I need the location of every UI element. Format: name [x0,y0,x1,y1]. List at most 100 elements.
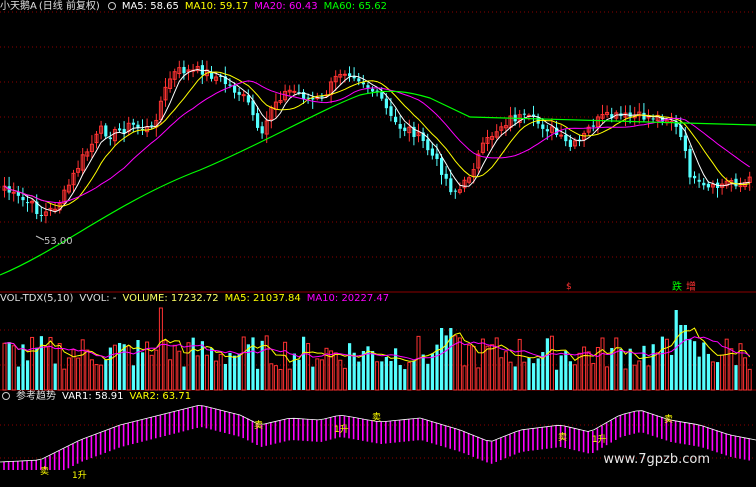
candle-body-down [104,125,108,137]
candle-body-up [158,100,163,121]
candle-body-up [195,66,200,72]
volume-bar-down [7,342,11,390]
settings-icon[interactable] [107,2,116,10]
volume-bar-up [646,365,651,391]
volume-bar-down [435,344,439,390]
volume-bar-up [467,344,472,391]
volume-bar-up [66,357,71,391]
candle-body-up [499,126,504,131]
volume-bar-up [499,357,504,391]
volume-bar-up [738,343,743,391]
vol-indicator-name[interactable]: VOL-TDX(5,10) [0,293,74,304]
candle-body-down [541,124,545,129]
volume-bar-up [480,338,485,391]
volume-bar-down [53,363,57,390]
candle-body-down [389,106,393,116]
volume-bar-up [324,347,329,391]
candle-body-down [453,190,457,192]
candle-body-down [380,91,384,99]
var1-label: VAR1: 58.91 [62,391,124,402]
candle-body-down [610,114,614,119]
volume-bar-up [264,335,269,391]
volume-bar-up [80,339,85,391]
ma5-line [4,68,750,213]
volume-bar-up [743,357,748,391]
volume-bar-down [706,353,710,390]
ma20-line [4,80,750,204]
candle-body-up [600,114,605,119]
ma60-label: MA60: 65.62 [323,1,387,12]
candle-body-up [11,191,16,194]
volume-bar-down [39,336,43,390]
volume-bar-down [527,357,531,390]
candle-body-up [462,179,467,189]
volume-bar-down [136,340,140,390]
volume-bar-down [384,356,388,390]
volume-bar-up [71,349,76,391]
volume-bar-up [2,342,7,391]
candle-body-down [578,139,582,141]
volume-bar-down [697,356,701,390]
candle-body-down [371,88,375,92]
volume-bar-down [619,348,623,390]
volume-bar-down [251,337,255,390]
sell-signal-marker: 卖 [558,432,567,443]
candle-body-down [246,95,250,103]
period-mode: (日线 前复权) [38,1,100,12]
candle-body-up [605,111,610,116]
rise-marker: 增 [686,280,696,293]
volume-bar-down [292,353,296,390]
candle-body-down [522,113,526,115]
candle-body-up [163,86,168,101]
candle-body-down [564,134,568,142]
candle-body-up [80,154,85,171]
volume-bar-down [642,345,646,390]
candle-body-up [407,126,412,134]
candle-body-down [297,92,301,94]
candle-body-up [62,189,67,204]
candle-body-up [338,73,343,78]
settings-icon[interactable] [2,392,10,400]
trend-indicator-name[interactable]: 参考趋势 [16,391,56,402]
candle-body-down [568,139,572,147]
volume-bar-up [655,352,660,391]
stock-name[interactable]: 小天鹅A [0,1,37,12]
volume-bar-down [545,338,549,390]
candle-body-down [435,153,439,159]
candle-body-up [494,131,499,138]
volume-bar-up [319,359,324,391]
volume-bar-up [89,359,94,391]
volume-bar-down [366,346,370,390]
candle-body-down [122,128,126,134]
volume-bar-down [430,353,434,390]
candle-body-up [595,116,600,128]
candle-body-down [697,179,701,182]
candle-body-down [532,114,536,117]
volume-bar-up [614,337,619,391]
volume-bar-up [241,336,246,391]
volume-bar-up [278,368,283,391]
candle-body-down [26,202,30,204]
candle-body-down [591,125,595,127]
ma5-label: MA5: 58.65 [121,1,179,12]
volume-bar-up [664,338,669,391]
volume-bar-up [168,359,173,391]
candle-body-down [118,128,122,131]
volume-bar-up [126,345,131,391]
candle-body-up [582,132,587,141]
volume-bar-down [559,355,563,390]
ma60-line [0,90,756,276]
candle-body-down [16,191,20,196]
candle-body-up [490,135,495,140]
candle-body-down [706,183,710,188]
volume-bar-up [508,361,513,391]
candle-body-down [403,127,407,132]
candle-body-down [628,112,632,117]
volume-bar-down [361,350,365,390]
volume-bar-down [513,366,517,390]
volume-bar-up [342,367,347,391]
volume-bar-down [449,328,453,390]
volume-bar-up [577,352,582,391]
candle-body-up [168,78,173,89]
